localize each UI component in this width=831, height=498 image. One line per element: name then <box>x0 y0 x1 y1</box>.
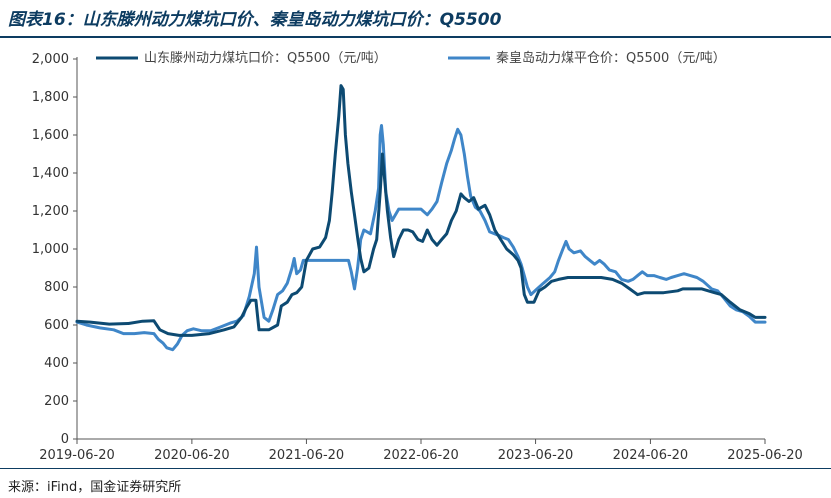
footer-rule <box>0 468 831 469</box>
y-tick-label: 1,600 <box>32 128 69 143</box>
y-tick-label: 1,200 <box>32 204 69 219</box>
y-axis: 0 200 400 600 800 1,000 1,200 1,400 1,600 1,800 2,… <box>32 52 78 447</box>
y-tick-label: 2,000 <box>32 52 69 67</box>
x-tick-label: 2025-06-20 <box>727 448 803 463</box>
x-axis: 2019-06-20 2020-06-20 2021-06-20 2022-06-20… <box>39 438 803 463</box>
legend: 山东滕州动力煤坑口价：Q5500（元/吨） 秦皇岛动力煤平仓价：Q5500（元/吨… <box>96 50 726 66</box>
y-tick-label: 200 <box>44 394 69 409</box>
y-tick-label: 0 <box>61 432 69 447</box>
chart-title: 图表16：山东滕州动力煤坑口价、秦皇岛动力煤坑口价：Q5500 <box>8 10 502 30</box>
title-rule <box>0 36 831 38</box>
legend-label: 山东滕州动力煤坑口价：Q5500（元/吨） <box>144 51 387 66</box>
y-tick-label: 1,000 <box>32 242 69 257</box>
series-line-tengzhou <box>75 84 767 337</box>
x-tick-label: 2021-06-20 <box>269 448 345 463</box>
y-tick-label: 600 <box>44 318 69 333</box>
x-tick-label: 2020-06-20 <box>154 448 230 463</box>
x-tick-label: 2022-06-20 <box>383 448 459 463</box>
x-tick-label: 2019-06-20 <box>39 448 115 463</box>
y-tick-label: 800 <box>44 280 69 295</box>
line-chart: 山东滕州动力煤坑口价：Q5500（元/吨） 秦皇岛动力煤平仓价：Q5500（元/吨… <box>32 50 803 463</box>
x-tick-label: 2024-06-20 <box>613 448 689 463</box>
source-note: 来源：iFind，国金证券研究所 <box>8 480 182 495</box>
y-tick-label: 1,800 <box>32 90 69 105</box>
series-line-qinhuangdao <box>75 124 767 352</box>
y-tick-label: 1,400 <box>32 166 69 181</box>
x-tick-label: 2023-06-20 <box>498 448 574 463</box>
plot-area <box>75 84 767 352</box>
y-tick-label: 400 <box>44 356 69 371</box>
legend-label: 秦皇岛动力煤平仓价：Q5500（元/吨） <box>496 50 726 66</box>
